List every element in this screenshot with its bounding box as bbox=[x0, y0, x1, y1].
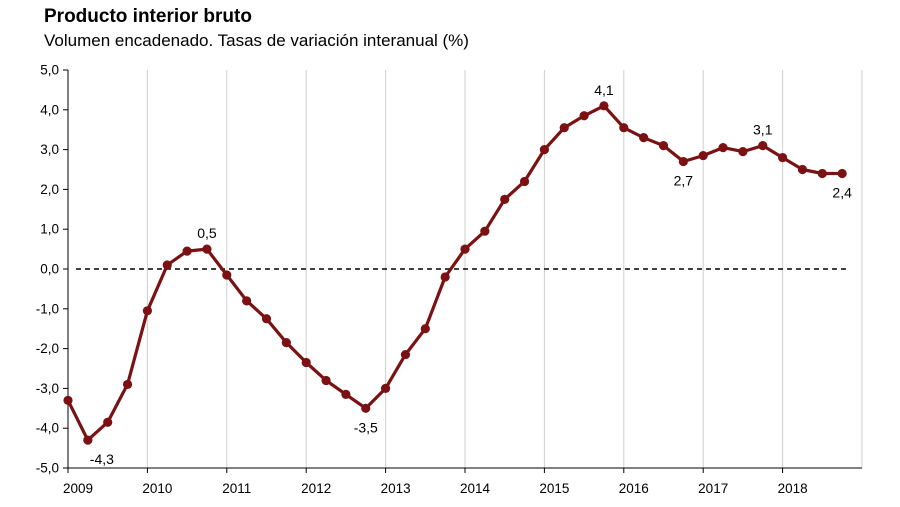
series-line bbox=[66, 104, 844, 442]
data-point bbox=[341, 389, 351, 399]
x-tick-label: 2015 bbox=[539, 481, 569, 496]
label-layer: -4,3 0,5 -3,5 4,1 2,7 3,1 2,4 bbox=[90, 82, 852, 467]
x-tick-label: 2016 bbox=[619, 481, 649, 496]
data-label: -3,5 bbox=[354, 419, 378, 435]
y-tick-label: 4,0 bbox=[40, 102, 59, 117]
series-layer bbox=[63, 101, 847, 445]
data-point bbox=[778, 152, 788, 163]
chart-subtitle: Volumen encadenado. Tasas de variación i… bbox=[44, 31, 469, 50]
data-point bbox=[837, 168, 847, 179]
grid-layer bbox=[146, 70, 863, 468]
data-point bbox=[817, 168, 827, 179]
data-point bbox=[678, 156, 688, 167]
data-point bbox=[361, 403, 371, 413]
data-label: 2,4 bbox=[832, 184, 852, 200]
data-point bbox=[420, 324, 430, 334]
data-point bbox=[63, 395, 73, 405]
data-point bbox=[500, 194, 510, 204]
y-tick-label: 1,0 bbox=[40, 222, 59, 237]
data-label: 3,1 bbox=[753, 122, 773, 138]
data-point bbox=[639, 133, 649, 143]
data-point bbox=[460, 244, 470, 254]
data-point bbox=[122, 379, 133, 390]
data-point bbox=[103, 417, 113, 427]
data-point bbox=[519, 176, 530, 187]
data-point bbox=[202, 244, 212, 254]
data-point bbox=[718, 143, 728, 153]
axis-layer: 5,0 4,0 3,0 2,0 1,0 0,0 -1,0 -2,0 -3,0 -4,0 -5,0 20… bbox=[36, 63, 862, 496]
y-tick-label: 5,0 bbox=[40, 63, 59, 78]
data-label: 2,7 bbox=[674, 173, 694, 189]
data-point bbox=[738, 146, 748, 157]
y-tick-label: 3,0 bbox=[40, 142, 59, 157]
data-point bbox=[281, 338, 291, 348]
data-point bbox=[222, 270, 232, 280]
y-tick-label: -4,0 bbox=[36, 421, 59, 436]
data-point bbox=[539, 145, 550, 155]
data-point bbox=[758, 141, 768, 151]
data-label: 4,1 bbox=[594, 82, 614, 98]
data-label: -4,3 bbox=[90, 451, 114, 467]
data-point bbox=[321, 375, 331, 386]
data-point bbox=[440, 272, 450, 282]
x-tick-label: 2011 bbox=[222, 481, 251, 496]
data-point bbox=[261, 314, 272, 324]
x-tick-label: 2012 bbox=[301, 481, 331, 496]
chart-title: Producto interior bruto bbox=[44, 6, 252, 27]
data-point bbox=[698, 150, 708, 161]
y-tick-label: -3,0 bbox=[36, 381, 59, 396]
data-point bbox=[142, 306, 152, 316]
x-tick-label: 2013 bbox=[381, 481, 411, 496]
y-tick-label: -2,0 bbox=[36, 341, 59, 356]
x-tick-label: 2014 bbox=[460, 481, 491, 496]
x-tick-label: 2010 bbox=[142, 481, 172, 496]
data-point bbox=[83, 435, 93, 445]
data-point bbox=[480, 226, 490, 236]
data-label: 0,5 bbox=[197, 225, 217, 241]
data-point bbox=[599, 101, 609, 111]
data-point bbox=[301, 357, 311, 368]
data-point bbox=[242, 296, 252, 306]
y-tick-label: -5,0 bbox=[36, 461, 59, 476]
data-point bbox=[559, 123, 569, 133]
y-tick-label: 2,0 bbox=[40, 182, 59, 197]
data-point bbox=[658, 141, 669, 151]
data-point bbox=[619, 123, 629, 133]
x-tick-label: 2009 bbox=[63, 481, 93, 496]
data-point bbox=[182, 246, 192, 256]
data-point bbox=[797, 164, 808, 175]
data-point bbox=[400, 349, 411, 360]
x-tick-label: 2017 bbox=[698, 481, 728, 496]
x-tick-label: 2018 bbox=[778, 481, 808, 496]
data-point bbox=[162, 260, 172, 270]
data-point bbox=[381, 383, 391, 393]
data-point bbox=[579, 111, 589, 121]
y-tick-label: -1,0 bbox=[36, 301, 59, 316]
y-tick-label: 0,0 bbox=[40, 262, 59, 277]
